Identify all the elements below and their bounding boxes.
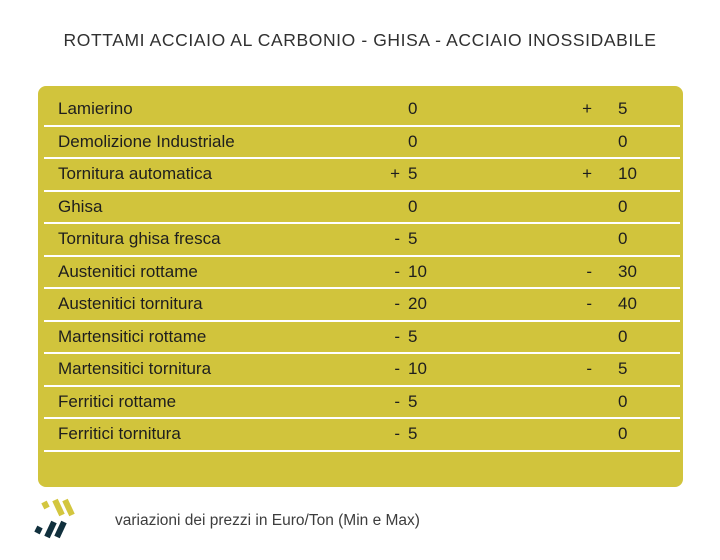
min-value: 10 bbox=[408, 359, 427, 379]
max-value: 5 bbox=[618, 359, 628, 379]
max-value: 10 bbox=[618, 164, 637, 184]
max-sign: - bbox=[586, 294, 592, 314]
footer-caption: variazioni dei prezzi in Euro/Ton (Min e… bbox=[115, 512, 420, 529]
min-sign: - bbox=[394, 326, 400, 346]
table-row: Martensitici tornitura - 10 - 5 bbox=[44, 354, 680, 387]
table-row: Ghisa 0 0 bbox=[44, 192, 680, 224]
max-value: 40 bbox=[618, 294, 637, 314]
min-value: 5 bbox=[408, 424, 418, 444]
max-sign: + bbox=[582, 164, 592, 184]
table-row: Austenitici rottame - 10 - 30 bbox=[44, 257, 680, 289]
min-sign: - bbox=[394, 424, 400, 444]
max-sign: - bbox=[586, 359, 592, 379]
row-label: Demolizione Industriale bbox=[58, 131, 235, 151]
table-row: Ferritici tornitura - 5 0 bbox=[44, 419, 680, 452]
price-variation-table: Lamierino 0 + 5 Demolizione Industriale … bbox=[38, 86, 683, 487]
max-value: 0 bbox=[618, 424, 628, 444]
max-value: 0 bbox=[618, 196, 628, 216]
page-title: ROTTAMI ACCIAIO AL CARBONIO - GHISA - AC… bbox=[63, 30, 657, 50]
row-label: Austenitici tornitura bbox=[58, 294, 203, 314]
min-value: 20 bbox=[408, 294, 427, 314]
min-value: 0 bbox=[408, 131, 418, 151]
table-row: Austenitici tornitura - 20 - 40 bbox=[44, 289, 680, 322]
max-sign: - bbox=[586, 261, 592, 281]
min-sign: - bbox=[394, 294, 400, 314]
brand-logo-icon bbox=[34, 498, 75, 539]
min-sign: - bbox=[394, 229, 400, 249]
min-value: 5 bbox=[408, 391, 418, 411]
table-row: Tornitura ghisa fresca - 5 0 bbox=[44, 224, 680, 257]
max-value: 0 bbox=[618, 131, 628, 151]
row-label: Tornitura ghisa fresca bbox=[58, 229, 221, 249]
row-label: Ferritici tornitura bbox=[58, 424, 181, 444]
max-sign: + bbox=[582, 99, 592, 119]
min-value: 0 bbox=[408, 99, 418, 119]
row-label: Tornitura automatica bbox=[58, 164, 213, 184]
min-value: 0 bbox=[408, 196, 418, 216]
row-label: Martensitici rottame bbox=[58, 326, 207, 346]
table-row: Martensitici rottame - 5 0 bbox=[44, 322, 680, 354]
table-row: Tornitura automatica + 5 + 10 bbox=[44, 159, 680, 192]
row-label: Austenitici rottame bbox=[58, 261, 198, 281]
row-label: Lamierino bbox=[58, 99, 133, 119]
row-label: Ferritici rottame bbox=[58, 391, 177, 411]
max-value: 0 bbox=[618, 391, 628, 411]
table-row: Ferritici rottame - 5 0 bbox=[44, 387, 680, 419]
row-label: Martensitici tornitura bbox=[58, 359, 212, 379]
max-value: 30 bbox=[618, 261, 637, 281]
max-value: 0 bbox=[618, 326, 628, 346]
table-row: Lamierino 0 + 5 bbox=[44, 94, 680, 127]
max-value: 0 bbox=[618, 229, 628, 249]
min-sign: - bbox=[394, 391, 400, 411]
row-label: Ghisa bbox=[58, 196, 103, 216]
min-value: 5 bbox=[408, 164, 418, 184]
table-row: Demolizione Industriale 0 0 bbox=[44, 127, 680, 159]
table-rows: Lamierino 0 + 5 Demolizione Industriale … bbox=[44, 94, 680, 452]
min-sign: + bbox=[390, 164, 400, 184]
min-value: 5 bbox=[408, 229, 418, 249]
min-value: 10 bbox=[408, 261, 427, 281]
max-value: 5 bbox=[618, 99, 628, 119]
min-sign: - bbox=[394, 261, 400, 281]
min-value: 5 bbox=[408, 326, 418, 346]
min-sign: - bbox=[394, 359, 400, 379]
